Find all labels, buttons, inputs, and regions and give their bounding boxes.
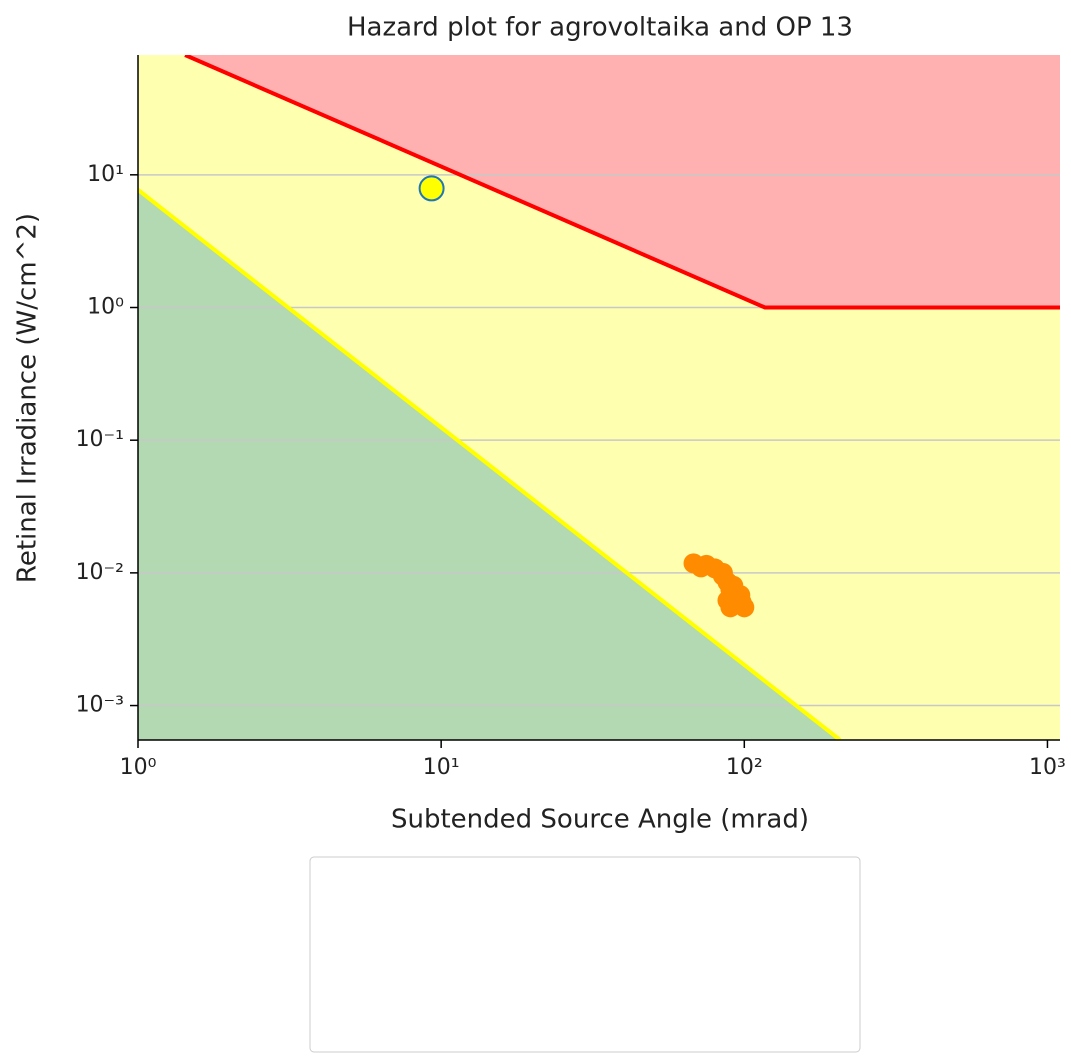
- x-tick-label: 10⁰: [120, 755, 157, 780]
- y-axis-label: Retinal Irradiance (W/cm^2): [13, 213, 43, 583]
- zone-fill: [185, 55, 1060, 308]
- data-point: [717, 590, 738, 611]
- x-tick-label: 10³: [1029, 755, 1066, 780]
- plot-area: [138, 55, 1060, 740]
- legend-box: [309, 856, 861, 1053]
- y-tick-label: 10⁻¹: [76, 427, 124, 452]
- y-tick-label: 10⁻³: [76, 693, 124, 718]
- x-tick-label: 10²: [726, 755, 763, 780]
- zone-boundary: [138, 188, 842, 740]
- x-axis-label: Subtended Source Angle (mrad): [391, 805, 809, 835]
- data-point: [418, 175, 445, 202]
- chart-title: Hazard plot for agrovoltaika and OP 13: [347, 13, 853, 43]
- y-tick-label: 10¹: [87, 162, 124, 187]
- y-tick-label: 10⁻²: [76, 560, 124, 585]
- y-tick-label: 10⁰: [87, 295, 124, 320]
- zone-boundary: [184, 55, 1060, 310]
- x-tick-label: 10¹: [423, 755, 460, 780]
